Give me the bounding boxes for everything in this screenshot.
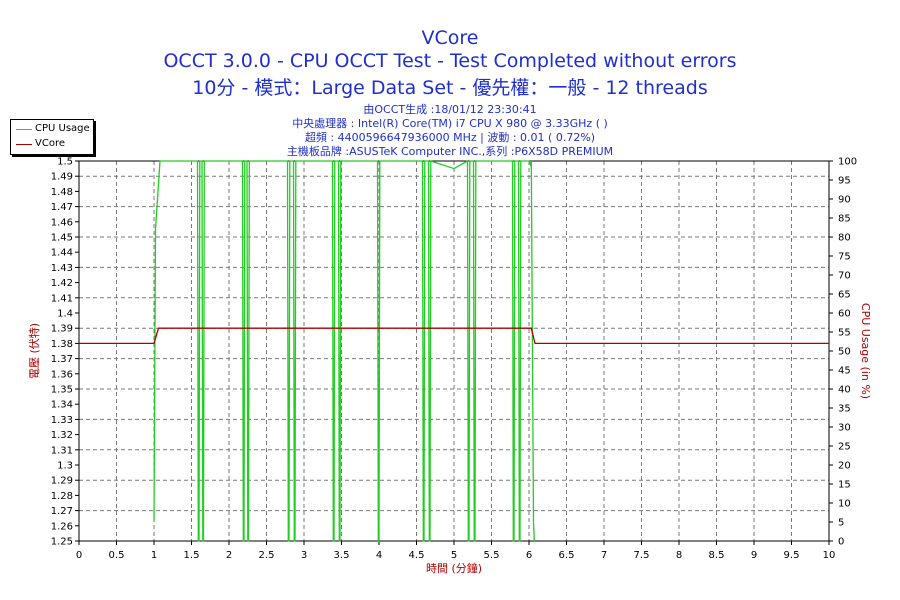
- y-tick-label: 1.44: [51, 248, 73, 259]
- y-tick-label: 1.3: [57, 461, 73, 472]
- y2-tick-label: 100: [838, 157, 857, 168]
- y2-tick-label: 40: [838, 385, 851, 396]
- legend-swatch-vcore: [16, 144, 32, 145]
- y2-tick-label: 60: [838, 309, 851, 320]
- y2-tick-label: 90: [838, 195, 851, 206]
- y2-tick-label: 10: [838, 499, 851, 510]
- series-line-vcore: [79, 327, 829, 345]
- chart-title: VCore: [421, 27, 479, 49]
- y-tick-label: 1.31: [51, 445, 73, 456]
- x-tick-label: 7: [601, 550, 607, 561]
- y2-axis-label: CPU Usage (in %): [859, 303, 872, 399]
- chart-subtitle-mode: 10分 - 模式：Large Data Set - 優先權：一般 - 12 th…: [192, 77, 708, 99]
- legend: CPU Usage VCore: [10, 119, 94, 155]
- y2-tick-label: 0: [838, 537, 844, 548]
- y-axis-label: 電壓 (伏特): [27, 323, 41, 379]
- legend-item-vcore: VCore: [11, 137, 93, 151]
- y-tick-label: 1.47: [51, 202, 73, 213]
- y2-tick-label: 45: [838, 366, 851, 377]
- legend-swatch-cpu-usage: [16, 129, 32, 130]
- y2-tick-label: 95: [838, 176, 851, 187]
- x-tick-label: 0.5: [109, 550, 125, 561]
- y-tick-label: 1.45: [51, 233, 73, 244]
- y-tick-label: 1.46: [51, 217, 73, 228]
- y2-tick-label: 30: [838, 423, 851, 434]
- x-tick-label: 0: [76, 550, 82, 561]
- y2-tick-label: 65: [838, 290, 851, 301]
- y-tick-label: 1.42: [51, 278, 73, 289]
- y2-tick-label: 5: [838, 518, 844, 529]
- series-layer: [79, 159, 829, 542]
- y2-tick-label: 80: [838, 233, 851, 244]
- y2-tick-label: 55: [838, 328, 851, 339]
- x-axis-label: 時間 (分鐘): [426, 561, 482, 575]
- y-tick-label: 1.48: [51, 187, 73, 198]
- x-tick-label: 10: [823, 550, 836, 561]
- x-tick-label: 9.5: [784, 550, 800, 561]
- x-tick-label: 8: [676, 550, 682, 561]
- y-tick-label: 1.37: [51, 354, 73, 365]
- legend-label-vcore: VCore: [35, 138, 65, 149]
- y2-tick-label: 75: [838, 252, 851, 263]
- y2-tick-label: 70: [838, 271, 851, 282]
- x-tick-label: 7.5: [634, 550, 650, 561]
- legend-item-cpu-usage: CPU Usage: [11, 122, 93, 136]
- y-tick-label: 1.27: [51, 506, 73, 517]
- y2-tick-label: 50: [838, 347, 851, 358]
- y-tick-label: 1.26: [51, 521, 73, 532]
- y-tick-label: 1.43: [51, 263, 73, 274]
- x-tick-label: 4: [376, 550, 382, 561]
- series-line-cpu-usage: [153, 159, 535, 542]
- y-tick-label: 1.34: [51, 400, 73, 411]
- x-tick-label: 6: [526, 550, 532, 561]
- x-tick-label: 9: [751, 550, 757, 561]
- y2-tick-label: 25: [838, 442, 851, 453]
- y-tick-label: 1.29: [51, 476, 73, 487]
- axis-ticks: 0 0.5 1 1.5 2 2.5 3 3.5 4 4.5 5 5.5 6 6.5 7 7.5 8 8.5 9 9.5…: [51, 157, 857, 562]
- x-tick-label: 2: [226, 550, 232, 561]
- x-tick-label: 5: [451, 550, 457, 561]
- y-tick-label: 1.35: [51, 385, 73, 396]
- y-tick-label: 1.36: [51, 369, 73, 380]
- y2-tick-label: 35: [838, 404, 851, 415]
- y-tick-label: 1.49: [51, 172, 73, 183]
- legend-label-cpu-usage: CPU Usage: [35, 123, 90, 134]
- x-tick-label: 1: [151, 550, 157, 561]
- y-tick-label: 1.28: [51, 491, 73, 502]
- y-tick-label: 1.32: [51, 430, 73, 441]
- x-tick-label: 1.5: [184, 550, 200, 561]
- y2-tick-label: 15: [838, 480, 851, 491]
- y-tick-label: 1.4: [57, 309, 73, 320]
- y2-tick-label: 85: [838, 214, 851, 225]
- x-tick-label: 3.5: [334, 550, 350, 561]
- chart-subtitle-test: OCCT 3.0.0 - CPU OCCT Test - Test Comple…: [163, 50, 737, 72]
- y-tick-label: 1.38: [51, 339, 73, 350]
- y-tick-label: 1.39: [51, 324, 73, 335]
- x-tick-label: 8.5: [709, 550, 725, 561]
- info-generated: 由OCCT生成 :18/01/12 23:30:41: [363, 103, 537, 116]
- x-tick-label: 2.5: [259, 550, 275, 561]
- info-cpu: 中央處理器 : Intel(R) Core(TM) i7 CPU X 980 @…: [292, 117, 608, 130]
- y-tick-label: 1.41: [51, 293, 73, 304]
- grid-lines: [79, 161, 829, 541]
- info-overclock: 超頻 : 4400596647936000 MHz | 波動 : 0.01 ( …: [304, 131, 596, 144]
- y-tick-label: 1.5: [57, 157, 73, 168]
- y2-tick-label: 20: [838, 461, 851, 472]
- y-tick-label: 1.33: [51, 415, 73, 426]
- info-motherboard: 主機板品牌 :ASUSTeK Computer INC.,系列 :P6X58D …: [286, 145, 614, 158]
- x-tick-label: 6.5: [559, 550, 575, 561]
- x-tick-label: 3: [301, 550, 307, 561]
- x-tick-label: 5.5: [484, 550, 500, 561]
- x-tick-label: 4.5: [409, 550, 425, 561]
- y-tick-label: 1.25: [51, 537, 73, 548]
